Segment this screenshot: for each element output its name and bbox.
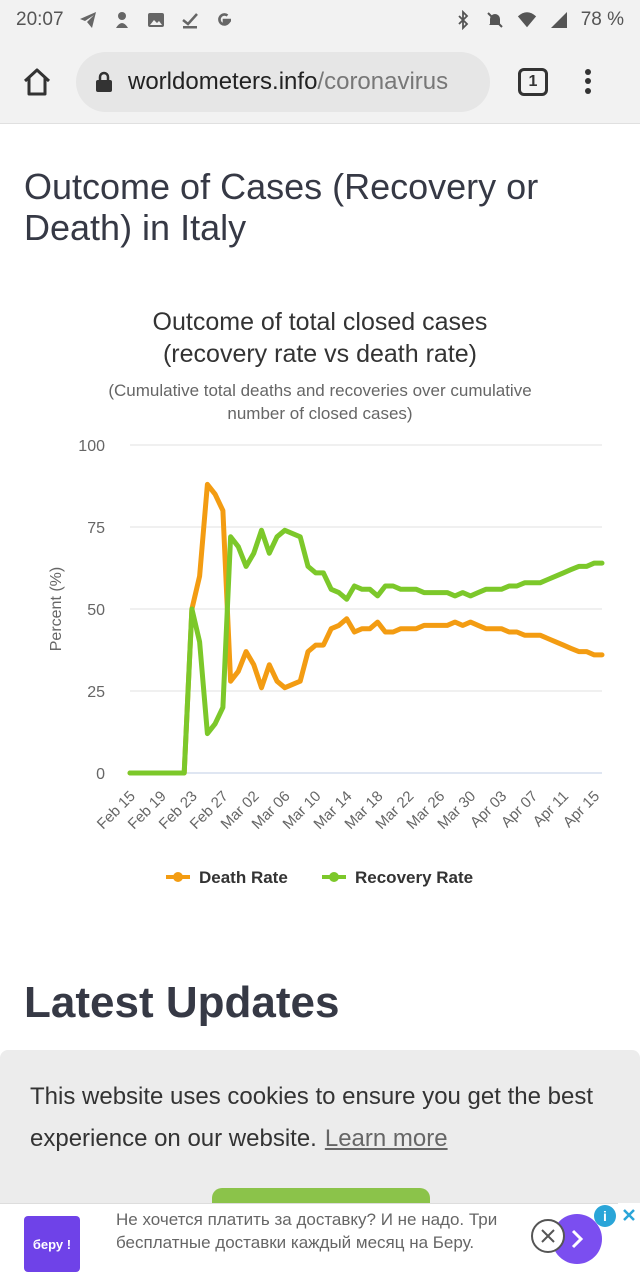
series-line-death-rate [127,481,605,776]
chart-title-line2: (recovery rate vs death rate) [162,340,477,368]
browser-toolbar: worldometers.info/coronavirus 1 [0,40,640,124]
image-icon [147,13,164,27]
y-axis-label: Percent (%) [48,567,65,651]
ad-close-button[interactable] [531,1219,565,1253]
ad-logo: беру ! [24,1216,80,1272]
grid-layer [130,444,602,774]
battery-level: 78 % [580,9,624,30]
menu-dot-icon [585,78,591,85]
cookie-banner: This website uses cookies to ensure you … [0,1050,640,1210]
menu-dot-icon [585,87,591,94]
download-done-icon [181,13,198,29]
status-right: 78 % [453,9,624,31]
google-icon [217,13,231,26]
close-icon [541,1229,555,1243]
menu-dot-icon [585,69,591,76]
y-tick-label: 75 [87,520,105,537]
ad-text: Не хочется платить за доставку? И не над… [116,1210,498,1252]
close-icon [623,1209,635,1221]
cookie-message: This website uses cookies to ensure you … [30,1076,610,1160]
address-bar[interactable]: worldometers.info/coronavirus [76,51,490,112]
tab-switcher-button[interactable]: 1 [518,67,548,96]
chart-subtitle-line1: (Cumulative total deaths and recoveries … [108,381,532,400]
chart-legend: Death Rate Recovery Rate [166,868,473,887]
signal-icon [550,12,567,28]
y-tick-label: 100 [78,438,105,455]
lock-icon [96,71,112,92]
browser-menu-button[interactable] [578,62,598,102]
chart-subtitle-line2: number of closed cases) [227,404,413,423]
cookie-text: This website uses cookies to ensure you … [30,1083,593,1152]
learn-more-link[interactable]: Learn more [324,1125,448,1152]
series-layer [127,481,605,776]
legend-label[interactable]: Recovery Rate [355,868,473,887]
url-text: worldometers.info/coronavirus [128,68,448,96]
url-path: /coronavirus [317,67,449,95]
series-line-recovery-rate [127,527,605,776]
chevron-right-icon [571,1229,584,1249]
section-title: Outcome of Cases (Recovery or Death) in … [24,166,539,248]
chart-container: Outcome of total closed cases (recovery … [0,300,640,900]
status-time: 20:07 [16,9,64,30]
home-icon [23,68,51,95]
ad-next-button[interactable] [552,1214,602,1264]
url-domain: worldometers.info [128,67,318,95]
legend-marker [329,872,339,882]
notification-icon [115,12,128,28]
telegram-icon [79,12,96,28]
mute-icon [486,12,503,28]
bluetooth-icon [458,10,468,30]
legend-label[interactable]: Death Rate [199,868,288,887]
ad-info-icon[interactable]: i [594,1205,616,1227]
status-left: 20:07 [16,9,234,31]
y-tick-label: 50 [87,602,105,619]
chart-title-line1: Outcome of total closed cases [152,308,488,336]
wifi-icon [517,12,536,28]
y-tick-labels: 0 25 50 75 100 [78,438,105,783]
legend-marker [173,872,183,882]
home-button[interactable] [14,59,60,105]
latest-updates-title: Latest Updates [24,978,340,1027]
ad-choices-close-button[interactable] [618,1203,640,1227]
y-tick-label: 0 [96,766,105,783]
y-tick-label: 25 [87,684,105,701]
status-bar: 20:07 78 % [0,0,640,40]
tab-count: 1 [528,72,538,90]
